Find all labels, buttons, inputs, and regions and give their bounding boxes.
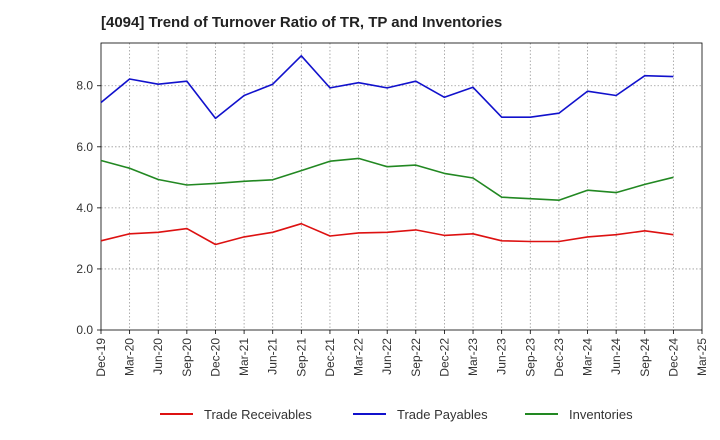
y-axis-tick-labels: 0.0 2.0 4.0 6.0 8.0	[76, 79, 101, 337]
x-tick-label: Mar-21	[237, 338, 251, 376]
x-tick-label: Mar-22	[352, 338, 366, 376]
y-tick-label: 6.0	[76, 140, 93, 154]
x-tick-label: Jun-24	[609, 338, 623, 375]
x-tick-label: Dec-23	[552, 338, 566, 377]
y-tick-label: 4.0	[76, 201, 93, 215]
y-tick-label: 2.0	[76, 262, 93, 276]
series-line-inventories	[100, 157, 674, 201]
legend-label-inventories: Inventories	[569, 407, 633, 422]
x-axis-tick-labels: Dec-19 Mar-20 Jun-20 Sep-20 Dec-20 Mar-21 Jun-…	[94, 330, 709, 377]
x-tick-label: Jun-20	[151, 338, 165, 375]
x-tick-label: Sep-23	[523, 338, 537, 377]
x-tick-label: Sep-20	[180, 338, 194, 377]
legend-label-trade-receivables: Trade Receivables	[204, 407, 312, 422]
x-tick-label: Dec-20	[208, 338, 222, 377]
x-tick-label: Mar-23	[466, 338, 480, 376]
x-tick-label: Sep-22	[409, 338, 423, 377]
legend-label-trade-payables: Trade Payables	[397, 407, 488, 422]
x-tick-label: Sep-24	[638, 338, 652, 377]
y-tick-label: 8.0	[76, 79, 93, 93]
x-tick-label: Mar-25	[695, 338, 709, 376]
x-tick-label: Dec-21	[323, 338, 337, 377]
y-tick-label: 0.0	[76, 323, 93, 337]
x-tick-label: Mar-20	[123, 338, 137, 376]
series-line-trade-receivables	[100, 222, 674, 246]
x-tick-label: Dec-22	[437, 338, 451, 377]
x-tick-label: Sep-21	[294, 338, 308, 377]
grid	[101, 43, 702, 330]
x-tick-label: Jun-22	[380, 338, 394, 375]
series-line-trade-payables	[100, 54, 674, 120]
x-tick-label: Jun-23	[495, 338, 509, 375]
x-tick-label: Jun-21	[266, 338, 280, 375]
legend: Trade Receivables Trade Payables Inventori…	[160, 407, 633, 422]
series-lines	[100, 54, 674, 246]
chart-title: [4094] Trend of Turnover Ratio of TR, TP…	[101, 14, 503, 31]
x-tick-label: Dec-24	[666, 338, 680, 377]
plot-area	[100, 42, 703, 331]
x-tick-label: Dec-19	[94, 338, 108, 377]
x-tick-label: Mar-24	[581, 338, 595, 376]
